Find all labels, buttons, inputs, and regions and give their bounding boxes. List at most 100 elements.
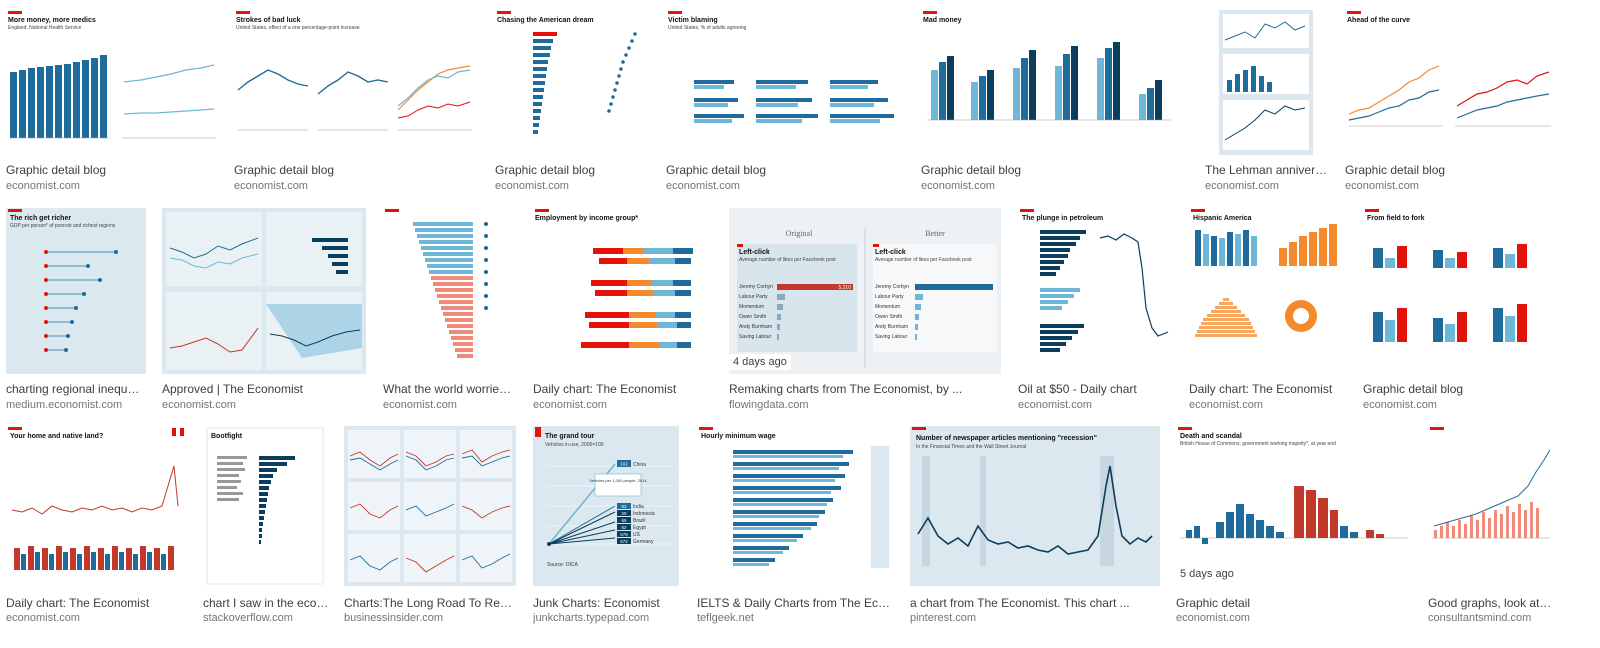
result-source[interactable]: economist.com [1189,399,1263,411]
result-title[interactable]: Charts:The Long Road To Recov... [344,596,516,610]
result-title[interactable]: charting regional inequali... [6,382,146,396]
image-result[interactable]: Bootfight chart I saw in the econ... sta… [203,426,329,626]
result-title[interactable]: Oil at $50 - Daily chart [1018,382,1137,396]
image-result[interactable]: Approved | The Economist economist.com [162,208,366,413]
result-source[interactable]: economist.com [383,399,457,411]
image-result[interactable]: Victim blaming United States, % of adult… [666,10,906,200]
result-thumbnail[interactable]: Strokes of bad luck United States, effec… [234,10,478,155]
result-source[interactable]: economist.com [1363,399,1437,411]
image-result[interactable]: Hourly minimum wage IELTS & Daily Charts… [697,426,893,626]
image-result[interactable]: Ahead of the curve Graphic detail blog e… [1345,10,1555,200]
image-result[interactable]: Original Better Left-click Average numbe… [729,208,1001,413]
image-result[interactable]: What the world worries a... economist.co… [383,208,516,413]
result-source[interactable]: economist.com [6,180,80,192]
result-title[interactable]: Graphic detail blog [495,163,596,177]
result-title[interactable]: Junk Charts: Economist [533,596,660,610]
result-thumbnail[interactable]: More money, more medics England, Nationa… [6,10,218,155]
result-title[interactable]: Daily chart: The Economist [533,382,677,396]
result-title[interactable]: What the world worries a... [383,382,516,396]
result-title[interactable]: Daily chart: The Economist [1189,382,1333,396]
thumb-sub: United States, % of adults agreeing [668,25,747,31]
result-title[interactable]: Graphic detail blog [234,163,335,177]
result-title[interactable]: Daily chart: The Economist [6,596,150,610]
result-thumbnail[interactable]: Chasing the American dream [495,10,651,155]
image-result[interactable]: More money, more medics England, Nationa… [6,10,218,200]
result-thumbnail[interactable]: Victim blaming United States, % of adult… [666,10,906,155]
result-source[interactable]: economist.com [533,399,607,411]
image-result[interactable]: Death and scandal British House of Commo… [1176,426,1414,626]
result-thumbnail[interactable]: The rich get richer GDP per person* of p… [6,208,146,374]
result-thumbnail[interactable]: Number of newspaper articles mentioning … [910,426,1160,586]
name-label: Saving Labour [739,334,772,340]
result-source[interactable]: economist.com [495,180,569,192]
image-result[interactable]: From field to fork Graphic detail blog e… [1363,208,1553,413]
result-source[interactable]: medium.economist.com [6,399,123,411]
result-thumbnail[interactable]: Hourly minimum wage [697,426,893,586]
result-source[interactable]: stackoverflow.com [203,612,293,624]
image-result[interactable]: Hispanic America Daily chart: The Econom… [1189,208,1348,413]
mini-chart-employment: Employment by income group* [535,209,693,348]
result-thumbnail[interactable]: From field to fork [1363,208,1553,374]
result-title[interactable]: Good graphs, look at t... [1428,596,1554,610]
result-thumbnail[interactable]: The grand tour Vehicles in use, 2005=100… [533,426,679,586]
result-thumbnail[interactable] [1205,10,1331,155]
thumb-heading: Bootfight [211,433,243,440]
result-source[interactable]: economist.com [6,612,80,624]
image-result[interactable]: Strokes of bad luck United States, effec… [234,10,478,200]
image-result[interactable]: The rich get richer GDP per person* of p… [6,208,146,413]
result-title[interactable]: Approved | The Economist [162,382,303,396]
result-thumbnail[interactable]: Ahead of the curve [1345,10,1555,155]
result-source[interactable]: economist.com [1018,399,1092,411]
result-title[interactable]: Graphic detail blog [1345,163,1446,177]
result-title[interactable]: Graphic detail blog [6,163,107,177]
result-source[interactable]: consultantsmind.com [1428,612,1532,624]
result-source[interactable]: businessinsider.com [344,612,444,624]
result-source[interactable]: economist.com [1205,180,1279,192]
result-thumbnail[interactable] [162,208,366,374]
result-thumbnail[interactable]: The plunge in petroleum [1018,208,1173,374]
result-source[interactable]: economist.com [666,180,740,192]
result-title[interactable]: Graphic detail [1176,596,1251,610]
result-thumbnail[interactable]: Your home and native land? [6,426,188,586]
result-title[interactable]: The Lehman anniversary [1205,163,1331,177]
result-title[interactable]: IELTS & Daily Charts from The Econo... [697,596,893,610]
result-thumbnail[interactable]: Employment by income group* [533,208,713,374]
image-result[interactable]: Employment by income group* Daily chart:… [533,208,713,413]
result-source[interactable]: junkcharts.typepad.com [533,612,650,624]
image-result[interactable]: The grand tour Vehicles in use, 2005=100… [533,426,679,626]
thumb-heading: Death and scandal [1180,433,1242,440]
image-result[interactable]: Your home and native land? Daily chart: … [6,426,188,626]
result-source[interactable]: economist.com [921,180,995,192]
result-source[interactable]: economist.com [1176,612,1250,624]
image-result[interactable]: The Lehman anniversary economist.com [1205,10,1331,200]
image-result[interactable]: Mad money Graphic detail blog economist.… [921,10,1189,200]
image-result[interactable]: Charts:The Long Road To Recov... busines… [344,426,516,626]
chart-sub: Average number of likes per Facebook pos… [739,257,836,263]
result-source[interactable]: teflgeek.net [697,612,754,624]
image-result[interactable]: Chasing the American dream Graphic detai… [495,10,651,200]
mini-chart-rich-richer: The rich get richer GDP per person* of p… [6,208,146,374]
result-source[interactable]: economist.com [1345,180,1419,192]
result-thumbnail[interactable]: Bootfight [203,426,329,586]
result-title[interactable]: Graphic detail blog [921,163,1022,177]
result-thumbnail[interactable]: Death and scandal British House of Commo… [1176,426,1414,586]
result-source[interactable]: pinterest.com [910,612,977,624]
name-label: Jeremy Corbyn [739,284,773,290]
result-title[interactable]: chart I saw in the econ... [203,596,329,610]
result-title[interactable]: Remaking charts from The Economist, by .… [729,382,963,396]
result-thumbnail[interactable] [383,208,516,374]
result-thumbnail[interactable]: Mad money [921,10,1189,155]
result-thumbnail[interactable] [344,426,516,586]
result-title[interactable]: a chart from The Economist. This chart .… [910,596,1130,610]
image-result[interactable]: Good graphs, look at t... consultantsmin… [1428,426,1554,626]
result-title[interactable]: Graphic detail blog [666,163,767,177]
result-thumbnail[interactable]: Hispanic America [1189,208,1348,374]
result-thumbnail[interactable]: Original Better Left-click Average numbe… [729,208,1001,374]
result-source[interactable]: economist.com [162,399,236,411]
image-result[interactable]: Number of newspaper articles mentioning … [910,426,1160,626]
image-result[interactable]: The plunge in petroleum Oil at $50 - Dai… [1018,208,1173,413]
result-title[interactable]: Graphic detail blog [1363,382,1464,396]
result-source[interactable]: flowingdata.com [729,399,809,411]
result-thumbnail[interactable] [1428,426,1554,586]
result-source[interactable]: economist.com [234,180,308,192]
